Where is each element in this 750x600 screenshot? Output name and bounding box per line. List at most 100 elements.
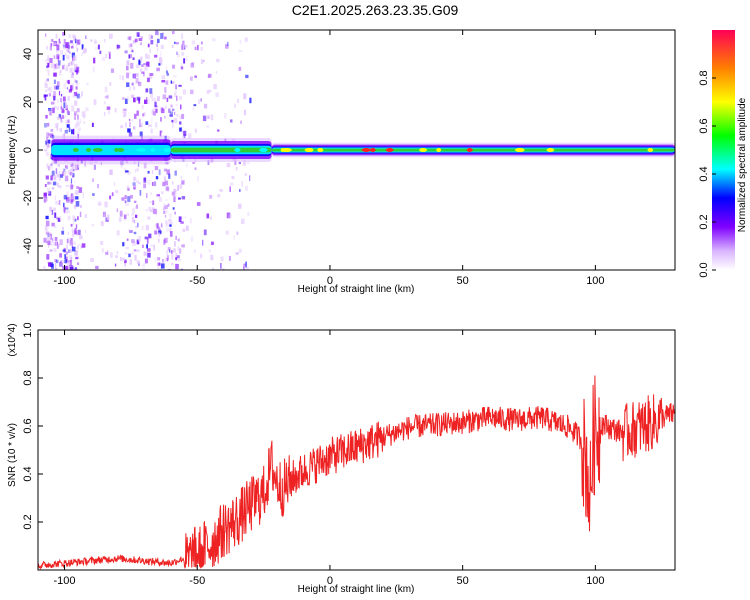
spectrogram-speck bbox=[67, 260, 71, 266]
spectrogram-speck bbox=[192, 107, 195, 111]
spectrogram-speck bbox=[77, 229, 81, 236]
spectrogram-speck bbox=[136, 110, 139, 116]
spectrogram-speck bbox=[162, 32, 165, 38]
spectrogram-speck bbox=[133, 231, 137, 235]
spectrogram-speck bbox=[64, 254, 67, 259]
colorbar-label: Normalized spectral amplitude bbox=[737, 97, 748, 232]
spectrogram-speck bbox=[63, 39, 66, 44]
spectrogram-speck bbox=[175, 84, 177, 90]
spectrogram-speck bbox=[47, 87, 51, 91]
spectrogram-speck bbox=[170, 104, 173, 108]
spectrogram-speck bbox=[164, 180, 169, 186]
spectrogram-speck bbox=[168, 249, 171, 253]
spectrogram-speck bbox=[173, 188, 177, 193]
spectrogram-speck bbox=[165, 66, 168, 71]
colorbar-tick-label: 0.6 bbox=[698, 118, 710, 133]
spectrogram-speck bbox=[74, 241, 76, 245]
spectrogram-speck bbox=[50, 43, 53, 47]
spectrogram-speck bbox=[179, 115, 183, 120]
spectrogram-speck bbox=[104, 201, 108, 208]
spectrogram-speck bbox=[180, 176, 183, 180]
spectrogram-speck bbox=[175, 257, 178, 261]
spectrogram-speck bbox=[229, 186, 231, 192]
spectrogram-speck bbox=[76, 66, 80, 73]
spectrogram-speck bbox=[166, 97, 169, 102]
spectrogram-speck bbox=[175, 253, 177, 259]
spectrogram-speck bbox=[78, 164, 80, 168]
spectrogram-speck bbox=[49, 249, 53, 252]
spectrogram-speck bbox=[70, 178, 73, 184]
spectrogram-speck bbox=[155, 108, 158, 113]
spectrogram-speck bbox=[101, 56, 106, 61]
spectrogram-speck bbox=[65, 104, 69, 109]
spectrogram-speck bbox=[46, 254, 50, 260]
spectrogram-speck bbox=[129, 259, 132, 265]
spectrogram-speck bbox=[109, 82, 112, 86]
snr-y-label: SNR (10 * v/v) bbox=[7, 423, 18, 487]
spectrogram-speck bbox=[179, 96, 182, 100]
spectrogram-speck bbox=[58, 185, 62, 188]
spectrogram-speck bbox=[154, 230, 158, 235]
spectrogram-speck bbox=[127, 187, 130, 191]
spectrogram-speck bbox=[175, 191, 177, 197]
spectrogram-speck bbox=[54, 237, 58, 241]
spectrogram-speck bbox=[157, 96, 160, 102]
spectrogram-y-ticks: -40 -20 0 20 40 bbox=[22, 48, 43, 254]
spectrogram-speck bbox=[69, 240, 72, 246]
spectrogram-speck bbox=[176, 114, 179, 117]
spectrogram-speck bbox=[58, 90, 61, 96]
spectrogram-speck bbox=[128, 54, 131, 59]
spectrogram-speck bbox=[73, 128, 75, 135]
spectrogram-speck bbox=[244, 37, 248, 42]
spectrogram-speck bbox=[103, 101, 106, 105]
spectrogram-speck bbox=[49, 58, 53, 63]
spectrogram-speck bbox=[129, 71, 131, 76]
spectrogram-speck bbox=[161, 191, 164, 194]
x-tick-label: 0 bbox=[327, 575, 333, 587]
spectrogram-speck bbox=[106, 214, 110, 220]
spectrogram-speck bbox=[98, 202, 102, 206]
spectrogram-speck bbox=[74, 111, 77, 116]
spectrogram-speck bbox=[56, 116, 60, 120]
spectrogram-speck bbox=[62, 249, 66, 252]
spectrogram-speck bbox=[85, 48, 87, 53]
spectrogram-speck bbox=[79, 211, 82, 218]
spectrogram-speck bbox=[127, 228, 131, 232]
spectrogram-speck bbox=[46, 65, 48, 68]
spectrogram-speck bbox=[102, 211, 105, 217]
ridge-hotspot bbox=[647, 148, 654, 152]
spectrogram-speck bbox=[166, 250, 168, 255]
spectrogram-speck bbox=[192, 161, 195, 164]
spectrogram-speck bbox=[191, 40, 196, 45]
spectrogram-speck bbox=[68, 33, 72, 39]
spectrogram-speck bbox=[156, 43, 158, 48]
spectrogram-speck bbox=[53, 212, 56, 219]
spectrogram-speck bbox=[130, 194, 133, 199]
spectrogram-speck bbox=[147, 43, 150, 48]
spectrogram-speck bbox=[215, 92, 219, 97]
spectrogram-speck bbox=[53, 248, 57, 253]
ridge-hotspot bbox=[436, 148, 442, 152]
ridge-hotspot bbox=[212, 148, 221, 152]
spectrogram-speck bbox=[174, 41, 176, 44]
spectrogram-speck bbox=[156, 48, 159, 52]
spectrogram-speck bbox=[185, 225, 189, 231]
spectrogram-speck bbox=[73, 164, 78, 169]
spectrogram-speck bbox=[47, 62, 50, 68]
spectrogram-speck bbox=[65, 196, 70, 202]
spectrogram-speck bbox=[230, 119, 233, 123]
spectrogram-speck bbox=[104, 95, 109, 99]
spectrogram-speck bbox=[228, 255, 231, 261]
spectrogram-speck bbox=[179, 127, 182, 132]
spectrogram-speck bbox=[47, 78, 49, 81]
spectrogram-speck bbox=[63, 194, 68, 200]
spectrogram-speck bbox=[168, 108, 171, 113]
spectrogram-speck bbox=[78, 127, 81, 131]
spectrogram-speck bbox=[146, 98, 150, 104]
spectrogram-speck bbox=[76, 186, 80, 189]
spectrogram-speck bbox=[226, 41, 229, 46]
spectrogram-speck bbox=[132, 208, 135, 214]
snr-data bbox=[38, 375, 675, 570]
spectrogram-speck bbox=[141, 64, 144, 67]
ridge-hotspot bbox=[370, 148, 376, 152]
